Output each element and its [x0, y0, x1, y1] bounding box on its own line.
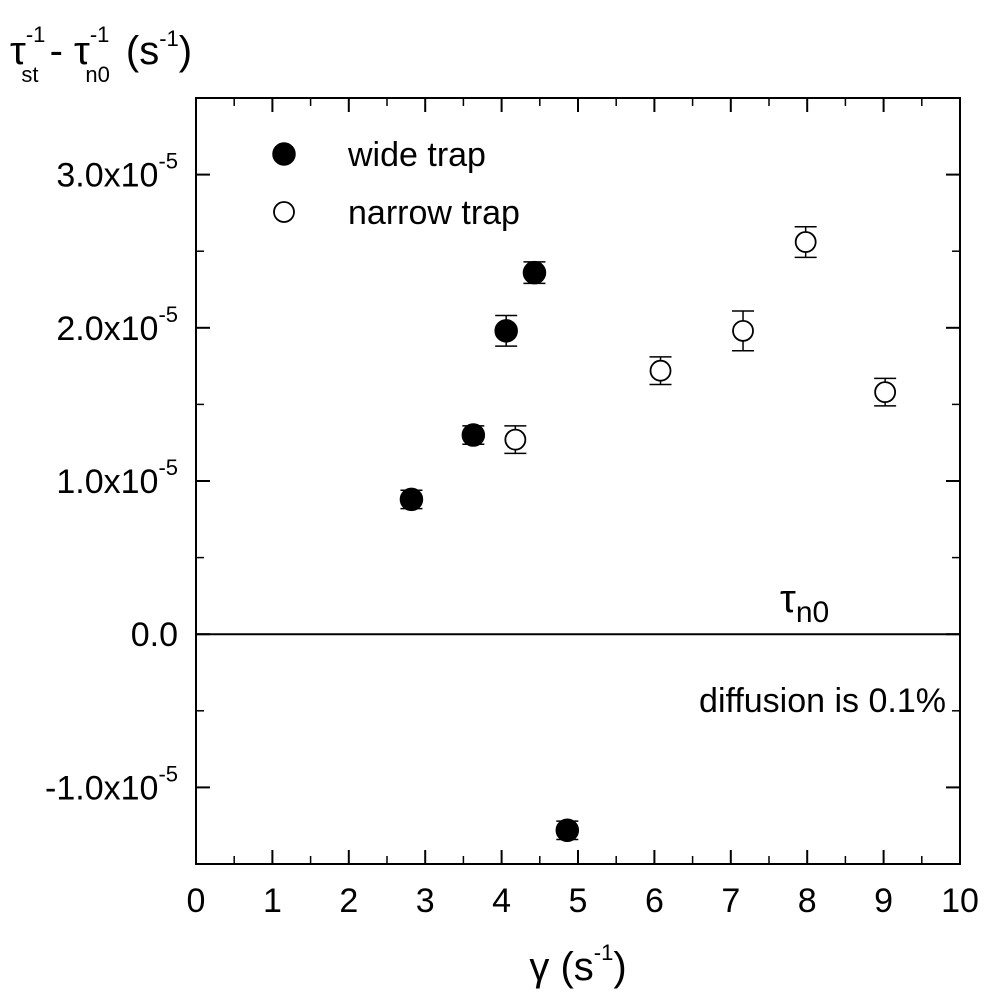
point-narrow-trap	[732, 319, 754, 342]
plot-frame	[195, 97, 961, 865]
y-axis-label: τ-1 st - τ-1 n0(s-1)	[10, 22, 192, 87]
diffusion-annotation: diffusion is 0.1%	[699, 682, 946, 720]
point-wide-trap	[522, 260, 547, 285]
point-wide-trap	[494, 319, 518, 343]
x-tick-label: 8	[798, 882, 817, 920]
y-tick-label: -1.0x10-5	[45, 761, 178, 807]
legend-marker-narrow-trap	[273, 201, 295, 223]
legend-marker-wide-trap	[272, 142, 296, 166]
point-wide-trap	[555, 818, 580, 843]
legend-label-wide-trap: wide trap	[347, 136, 486, 174]
tau-annotation: τn0	[780, 577, 829, 629]
point-narrow-trap	[874, 381, 897, 404]
y-tick-label: 2.0x10-5	[56, 302, 178, 348]
x-tick-label: 2	[339, 882, 358, 920]
x-tick-label: 9	[874, 882, 893, 920]
x-tick-label: 0	[187, 882, 206, 920]
x-tick-label: 6	[645, 882, 664, 920]
point-narrow-trap	[794, 231, 817, 253]
x-tick-label: 10	[941, 882, 979, 920]
point-narrow-trap	[504, 428, 527, 451]
data-points	[399, 231, 897, 843]
x-axis-label: γ (s-1)	[529, 940, 626, 989]
y-tick-label: 1.0x10-5	[56, 455, 178, 501]
x-tick-label: 3	[416, 882, 435, 920]
y-axis-ticks: -1.0x10-5 0.0 1.0x10-5 2.0x10-5 3.0x10-5	[45, 149, 960, 807]
legend: wide trap narrow trap	[272, 136, 520, 232]
point-wide-trap	[461, 423, 486, 447]
error-bars	[400, 225, 897, 841]
x-tick-label: 5	[569, 882, 588, 920]
y-tick-label: 3.0x10-5	[56, 149, 178, 195]
x-tick-label: 4	[492, 882, 511, 920]
x-tick-label: 7	[721, 882, 740, 920]
point-wide-trap	[399, 487, 424, 512]
x-tick-label: 1	[263, 882, 282, 920]
point-narrow-trap	[649, 359, 672, 382]
x-axis-ticks: 0 1 2 3 4 5 6 7 8 9 10	[187, 98, 979, 920]
legend-label-narrow-trap: narrow trap	[348, 194, 520, 232]
y-tick-label: 0.0	[131, 616, 178, 654]
